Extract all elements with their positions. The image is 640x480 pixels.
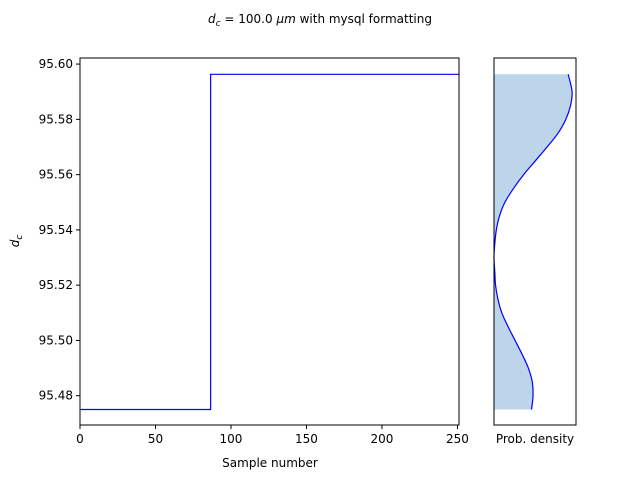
x-tick-label: 50 xyxy=(148,432,163,446)
main-x-axis-label: Sample number xyxy=(222,456,318,470)
x-tick-label: 100 xyxy=(220,432,243,446)
y-tick-label: 95.58 xyxy=(39,112,73,126)
main-plot-frame xyxy=(79,57,460,426)
x-tick-label: 200 xyxy=(371,432,394,446)
density-line xyxy=(493,74,573,410)
y-tick-label: 95.60 xyxy=(39,57,73,71)
y-tick-label: 95.54 xyxy=(39,223,73,237)
y-tick-label: 95.50 xyxy=(39,333,73,347)
main-y-axis-label: dc xyxy=(8,235,25,248)
x-tick-label: 0 xyxy=(76,432,84,446)
density-plot-frame xyxy=(493,57,577,426)
x-tick-label: 250 xyxy=(446,432,469,446)
density-fill xyxy=(494,74,573,410)
y-tick-label: 95.52 xyxy=(39,278,73,292)
main-chart: 0 50 100 150 200 250 95.48 95.50 95.52 95.54 95.5… xyxy=(8,57,469,470)
x-tick-label: 150 xyxy=(295,432,318,446)
density-chart: Prob. density xyxy=(493,57,577,446)
series-line xyxy=(80,73,459,411)
y-tick-label: 95.56 xyxy=(39,168,73,182)
y-tick-label: 95.48 xyxy=(39,389,73,403)
density-x-axis-label: Prob. density xyxy=(496,432,574,446)
figure-title: dc = 100.0 μm with mysql formatting xyxy=(208,12,432,29)
